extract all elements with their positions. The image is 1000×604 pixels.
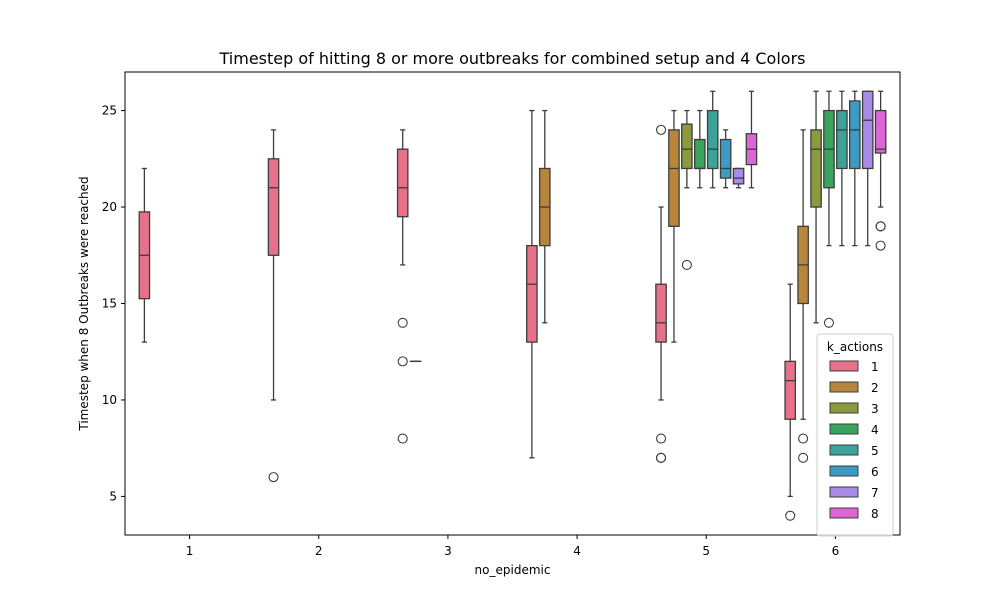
box-body bbox=[785, 361, 795, 419]
outlier-point bbox=[657, 453, 666, 462]
legend-label: 4 bbox=[871, 423, 879, 437]
outlier-point bbox=[799, 453, 808, 462]
box-k1-ne3 bbox=[398, 130, 408, 443]
outlier-point bbox=[799, 434, 808, 443]
y-tick-label: 5 bbox=[109, 489, 117, 503]
box-k1-ne1 bbox=[139, 168, 149, 342]
box-k4-ne5 bbox=[695, 111, 705, 188]
plot-frame bbox=[125, 72, 900, 535]
legend-swatch bbox=[830, 466, 858, 476]
box-body bbox=[669, 130, 679, 226]
box-body bbox=[875, 111, 885, 153]
legend-swatch bbox=[830, 382, 858, 392]
legend-swatch bbox=[830, 487, 858, 497]
box-k1-ne6 bbox=[785, 284, 795, 520]
plot-marks bbox=[139, 91, 886, 520]
outlier-point bbox=[824, 318, 833, 327]
box-body bbox=[682, 124, 692, 168]
box-k2-ne4 bbox=[540, 111, 550, 323]
legend-label: 8 bbox=[871, 507, 879, 521]
legend-label: 2 bbox=[871, 381, 879, 395]
legend-label: 7 bbox=[871, 486, 879, 500]
box-body bbox=[695, 140, 705, 169]
box-k1-ne2 bbox=[268, 130, 278, 482]
outlier-point bbox=[398, 434, 407, 443]
legend-swatch bbox=[830, 361, 858, 371]
box-k3-ne5 bbox=[682, 111, 692, 270]
outlier-point bbox=[876, 241, 885, 250]
y-tick-label: 25 bbox=[102, 104, 117, 118]
legend-swatch bbox=[830, 445, 858, 455]
box-body bbox=[863, 91, 873, 168]
legend: k_actions 1 2 3 4 5 6 7 8 bbox=[817, 334, 893, 536]
outlier-point bbox=[682, 260, 691, 269]
box-body bbox=[837, 111, 847, 169]
box-body bbox=[708, 111, 718, 169]
outlier-point bbox=[398, 357, 407, 366]
legend-title: k_actions bbox=[827, 340, 883, 354]
x-tick-label: 1 bbox=[186, 544, 194, 558]
legend-swatch bbox=[830, 424, 858, 434]
box-k2-ne5 bbox=[669, 111, 679, 343]
box-k5-ne6 bbox=[837, 91, 847, 245]
outlier-point bbox=[269, 473, 278, 482]
box-body bbox=[527, 246, 537, 342]
outlier-point bbox=[876, 222, 885, 231]
box-k1-ne4 bbox=[527, 111, 537, 458]
y-axis-label: Timestep when 8 Outbreaks were reached bbox=[77, 176, 91, 431]
box-body bbox=[268, 159, 278, 255]
outlier-point bbox=[657, 434, 666, 443]
box-k6-ne5 bbox=[720, 130, 730, 188]
legend-label: 3 bbox=[871, 402, 879, 416]
x-tick-label: 6 bbox=[832, 544, 840, 558]
box-body bbox=[850, 101, 860, 169]
legend-label: 1 bbox=[871, 360, 879, 374]
box-k7-ne6 bbox=[863, 91, 873, 245]
x-tick-label: 3 bbox=[444, 544, 452, 558]
box-body bbox=[811, 130, 821, 207]
box-body bbox=[720, 140, 730, 179]
x-tick-label: 2 bbox=[315, 544, 323, 558]
x-tick-label: 4 bbox=[573, 544, 581, 558]
box-k1-ne5 bbox=[656, 125, 666, 462]
legend-label: 6 bbox=[871, 465, 879, 479]
box-body bbox=[398, 149, 408, 217]
outlier-point bbox=[657, 125, 666, 134]
y-tick-label: 15 bbox=[102, 297, 117, 311]
box-k8-ne5 bbox=[746, 91, 756, 187]
box-k2-ne6 bbox=[798, 130, 808, 462]
y-tick-label: 10 bbox=[102, 393, 117, 407]
outlier-point bbox=[786, 511, 795, 520]
chart-title: Timestep of hitting 8 or more outbreaks … bbox=[219, 49, 806, 68]
box-k7-ne5 bbox=[733, 168, 743, 187]
legend-label: 5 bbox=[871, 444, 879, 458]
box-body bbox=[733, 168, 743, 183]
box-k6-ne6 bbox=[850, 91, 860, 245]
y-tick-label: 20 bbox=[102, 200, 117, 214]
box-k4-ne6 bbox=[824, 91, 834, 327]
box-body bbox=[656, 284, 666, 342]
box-k5-ne5 bbox=[708, 91, 718, 187]
x-tick-label: 5 bbox=[702, 544, 710, 558]
box-k8-ne6 bbox=[875, 91, 885, 250]
outlier-point bbox=[398, 318, 407, 327]
legend-swatch bbox=[830, 403, 858, 413]
box-k3-ne6 bbox=[811, 91, 821, 323]
x-axis-label: no_epidemic bbox=[475, 563, 551, 577]
legend-swatch bbox=[830, 508, 858, 518]
